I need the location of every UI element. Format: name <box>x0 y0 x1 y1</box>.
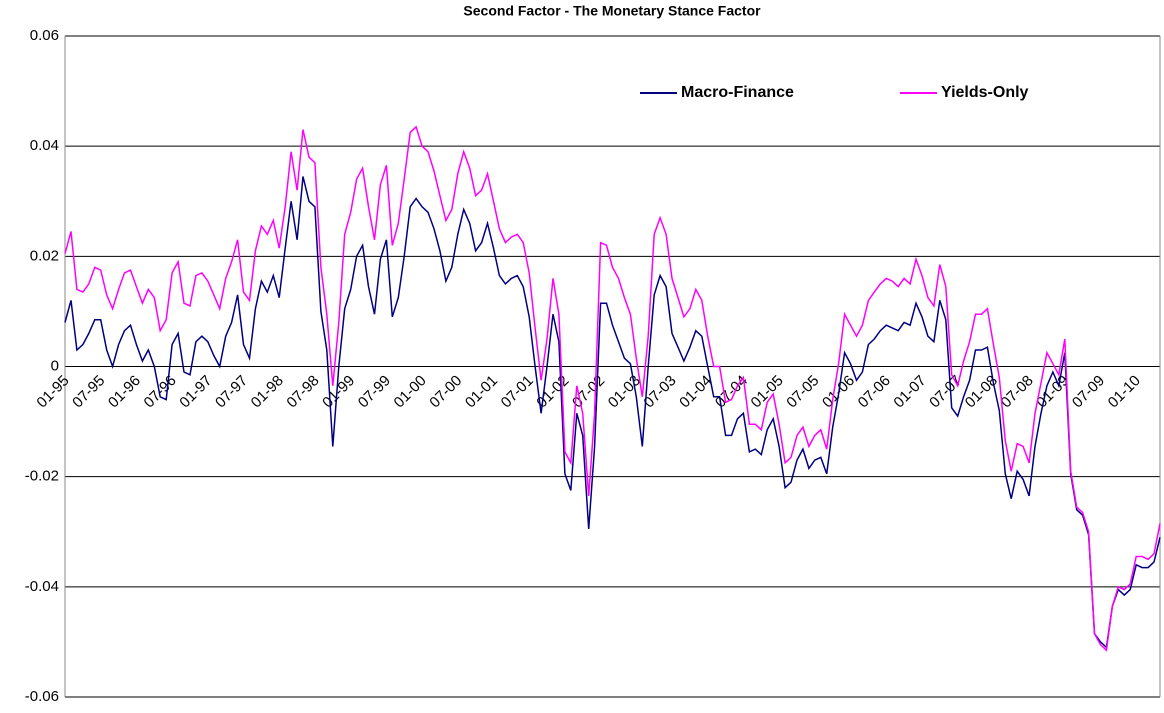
series-line <box>64 125 1161 652</box>
x-tick-label: 07-09 <box>1069 372 1108 411</box>
x-tick-label: 01-95 <box>33 372 72 411</box>
x-tick-label: 07-95 <box>69 372 108 411</box>
y-tick-label: 0.06 <box>30 27 59 44</box>
y-tick-label: -0.06 <box>25 688 59 705</box>
legend-label: Macro-Finance <box>681 84 794 101</box>
x-tick-label: 07-01 <box>498 372 537 411</box>
x-tick-label: 01-97 <box>176 372 215 411</box>
x-tick-label: 07-97 <box>212 372 251 411</box>
y-tick-label: 0 <box>51 357 59 374</box>
y-tick-label: -0.02 <box>25 468 59 485</box>
x-tick-label: 01-10 <box>1105 372 1144 411</box>
x-tick-label: 07-00 <box>426 372 465 411</box>
series-line <box>64 176 1161 649</box>
chart-title: Second Factor - The Monetary Stance Fact… <box>463 3 761 19</box>
y-tick-label: 0.04 <box>30 137 59 154</box>
x-tick-label: 07-99 <box>355 372 394 411</box>
x-tick-label: 07-06 <box>855 372 894 411</box>
y-tick-label: 0.02 <box>30 247 59 264</box>
x-tick-label: 07-05 <box>783 372 822 411</box>
x-tick-label: 01-00 <box>391 372 430 411</box>
x-tick-label: 07-08 <box>998 372 1037 411</box>
legend-label: Yields-Only <box>941 84 1029 101</box>
x-tick-label: 01-98 <box>248 372 287 411</box>
x-tick-label: 07-98 <box>283 372 322 411</box>
x-tick-label: 01-96 <box>105 372 144 411</box>
x-tick-label: 01-01 <box>462 372 501 411</box>
x-tick-label: 01-99 <box>319 372 358 411</box>
x-tick-label: 01-07 <box>890 372 929 411</box>
x-tick-label: 07-96 <box>141 372 180 411</box>
x-tick-label: 01-02 <box>533 372 572 411</box>
y-tick-label: -0.04 <box>25 578 59 595</box>
